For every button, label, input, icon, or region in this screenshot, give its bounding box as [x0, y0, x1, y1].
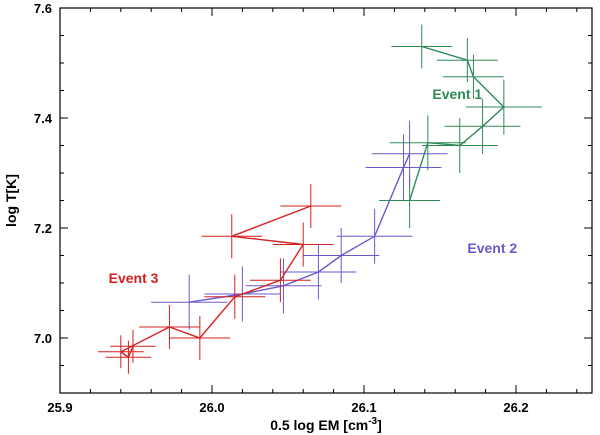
x-tick-label: 25.9: [47, 400, 72, 415]
x-tick-label: 26.2: [503, 400, 528, 415]
y-tick-label: 7.6: [34, 1, 52, 16]
x-axis-title-sup: -3: [368, 416, 377, 427]
y-tick-label: 7.0: [34, 331, 52, 346]
axis-ticks: [59, 7, 592, 394]
event-2-series: Event 2: [151, 120, 517, 330]
x-axis-title-close: ]: [377, 417, 382, 433]
event-2-line: [189, 153, 411, 303]
plot-frame: [59, 7, 593, 394]
y-axis-title: log T[K]: [3, 174, 19, 227]
y-tick-label: 7.4: [34, 111, 53, 126]
event-2-label: Event 2: [467, 240, 517, 256]
event-1-series: Event 1: [379, 24, 542, 228]
x-tick-label: 26.0: [199, 400, 224, 415]
series-layer: Event 1 Event 2 Event 3: [98, 24, 542, 374]
x-axis-title: 0.5 log EM [cm-3]: [270, 416, 382, 433]
axis-tick-labels: 25.9 26.0 26.1 26.2 7.0 7.2 7.4 7.6: [34, 1, 529, 415]
event-3-series: Event 3: [98, 184, 342, 374]
x-axis-title-main: 0.5 log EM [cm: [270, 417, 368, 433]
event-3-line: [119, 205, 312, 359]
event-1-label: Event 1: [432, 86, 482, 102]
event-3-label: Event 3: [109, 270, 159, 286]
y-tick-label: 7.2: [34, 221, 52, 236]
x-tick-label: 26.1: [351, 400, 376, 415]
event-1-line: [408, 45, 505, 201]
